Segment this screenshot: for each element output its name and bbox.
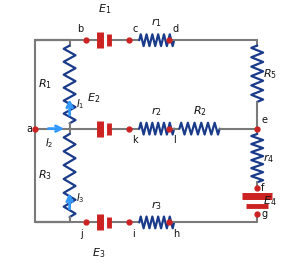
Text: d: d — [173, 24, 179, 34]
Text: $r_1$: $r_1$ — [151, 17, 162, 29]
Text: l: l — [173, 135, 175, 145]
Text: $I_1$: $I_1$ — [76, 98, 85, 111]
Text: $r_2$: $r_2$ — [151, 105, 162, 118]
Text: $R_5$: $R_5$ — [262, 67, 277, 81]
Text: g: g — [261, 209, 267, 219]
Text: c: c — [133, 24, 138, 34]
Text: h: h — [173, 229, 179, 239]
Text: $I_3$: $I_3$ — [76, 191, 85, 205]
Text: $r_4$: $r_4$ — [262, 152, 274, 165]
Text: $R_2$: $R_2$ — [193, 104, 206, 118]
Text: e: e — [261, 115, 267, 125]
Text: $I_2$: $I_2$ — [46, 137, 54, 150]
Text: $E_2$: $E_2$ — [87, 91, 100, 105]
Text: $R_1$: $R_1$ — [38, 77, 52, 91]
Text: i: i — [133, 229, 135, 239]
Text: k: k — [133, 135, 138, 145]
Text: b: b — [77, 24, 83, 34]
Text: f: f — [261, 183, 265, 193]
Text: j: j — [80, 229, 83, 239]
Text: $E_4$: $E_4$ — [262, 194, 276, 208]
Text: $r_3$: $r_3$ — [151, 199, 162, 212]
Text: $E_3$: $E_3$ — [92, 247, 106, 260]
Text: $R_3$: $R_3$ — [38, 169, 52, 183]
Text: $E_1$: $E_1$ — [98, 2, 111, 16]
Text: a: a — [26, 124, 32, 134]
